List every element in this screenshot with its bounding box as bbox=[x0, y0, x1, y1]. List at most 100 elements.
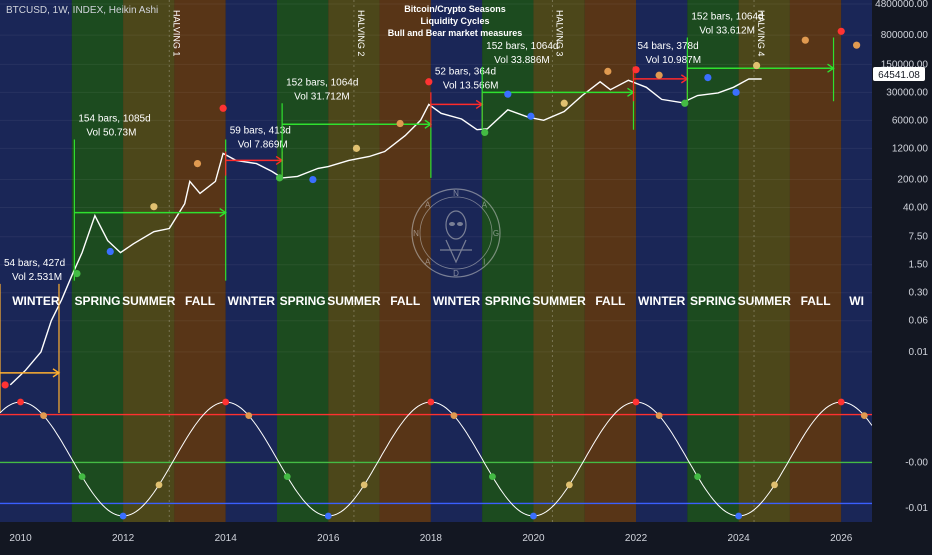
cycle-dot-14 bbox=[560, 99, 568, 107]
cycle-dot-7 bbox=[309, 175, 317, 184]
cycle-dot-0 bbox=[1, 381, 9, 389]
osc-dot-10 bbox=[427, 398, 435, 406]
osc-dot-0 bbox=[17, 398, 24, 406]
measure-4-label-2: Vol 13.566M bbox=[443, 80, 499, 91]
season-label-5: SPRING bbox=[280, 294, 326, 308]
measure-5-label-2: Vol 33.886M bbox=[494, 55, 550, 66]
season-band-2 bbox=[123, 0, 175, 522]
time-axis: 2010 2012 2014 2016 2018 2020 2022 2024 2026 bbox=[0, 522, 932, 550]
measure-7-label-1: 152 bars, 1064d bbox=[691, 12, 763, 23]
cycle-dot-12 bbox=[504, 90, 512, 98]
measure-2-label-1: 59 bars, 413d bbox=[230, 126, 291, 137]
logo-letter-2: G bbox=[493, 229, 499, 238]
measure-0-label-2: Vol 2.531M bbox=[12, 272, 62, 283]
measure-3-label-2: Vol 31.712M bbox=[294, 91, 350, 102]
osc-dot-1 bbox=[40, 412, 47, 420]
logo-letters: N A G I D A N A bbox=[413, 189, 499, 278]
price-tick-4: 6000.00 bbox=[892, 115, 929, 126]
price-tick-6: 200.00 bbox=[897, 175, 928, 186]
halving-label-3: HALVING 4 bbox=[756, 10, 766, 56]
cycle-dot-11 bbox=[481, 128, 489, 137]
oscillator-wave bbox=[0, 401, 873, 517]
cycle-dot-8 bbox=[352, 144, 361, 152]
season-label-9: SPRING bbox=[485, 294, 531, 308]
osc-dot-2 bbox=[78, 473, 86, 481]
osc-dot-4 bbox=[155, 481, 163, 489]
current-price-badge-bg bbox=[873, 67, 925, 81]
price-tick-1: 800000.00 bbox=[881, 30, 929, 41]
cycle-dot-9 bbox=[396, 119, 404, 128]
season-band-13 bbox=[687, 0, 739, 522]
measure-1-arrow bbox=[219, 207, 227, 218]
time-tick-3: 2016 bbox=[317, 533, 340, 544]
symbol-line: BTCUSD, 1W, INDEX, Heikin Ashi bbox=[6, 5, 158, 16]
season-label-11: FALL bbox=[595, 294, 625, 308]
osc-dot-17 bbox=[694, 473, 701, 481]
season-band-10 bbox=[533, 0, 585, 522]
osc-dot-12 bbox=[489, 473, 496, 481]
logo-alien-eye-right bbox=[457, 222, 463, 226]
osc-tick-1: -0.01 bbox=[905, 503, 928, 514]
osc-dot-20 bbox=[837, 398, 845, 406]
season-label-1: SPRING bbox=[74, 294, 120, 308]
oscillator-pane bbox=[0, 398, 873, 520]
price-tick-7: 40.00 bbox=[903, 203, 928, 214]
measure-1-label-2: Vol 50.73M bbox=[86, 127, 136, 138]
cycle-dot-5 bbox=[219, 104, 227, 112]
logo-letter-6: N bbox=[413, 229, 419, 238]
watermark-logo: N A G I D A N A bbox=[411, 188, 501, 278]
cycle-dot-3 bbox=[150, 203, 158, 211]
price-tick-3: 30000.00 bbox=[886, 87, 928, 98]
season-band-1 bbox=[71, 0, 124, 522]
osc-dot-14 bbox=[565, 481, 573, 489]
season-label-3: FALL bbox=[185, 294, 215, 308]
logo-alien-head bbox=[445, 210, 467, 240]
measure-2-label-2: Vol 7.869M bbox=[238, 140, 288, 151]
osc-dot-3 bbox=[119, 512, 127, 520]
osc-dot-15 bbox=[632, 398, 640, 406]
halving-label-2: HALVING 3 bbox=[554, 10, 564, 56]
cycle-dot-10 bbox=[425, 78, 433, 86]
grid bbox=[0, 3, 872, 353]
measure-0-arrow bbox=[52, 368, 61, 378]
cycle-dot-16 bbox=[632, 66, 640, 74]
time-tick-2: 2014 bbox=[215, 533, 238, 544]
measure-boxes: 54 bars, 427d Vol 2.531M 154 bars, 1085d Vo… bbox=[0, 12, 835, 413]
logo-letter-0: N bbox=[453, 189, 459, 198]
price-tick-2: 150000.00 bbox=[881, 59, 929, 70]
time-axis-bg bbox=[0, 522, 932, 550]
season-label-12: WINTER bbox=[638, 294, 686, 308]
time-tick-4: 2018 bbox=[420, 533, 443, 544]
logo-letter-7: A bbox=[425, 201, 431, 210]
measure-5-label-1: 152 bars, 1064d bbox=[486, 41, 558, 52]
season-label-0: WINTER bbox=[12, 294, 60, 308]
logo-ring-outer bbox=[411, 188, 501, 278]
season-label-8: WINTER bbox=[433, 294, 481, 308]
logo-alien-eye-left bbox=[449, 222, 455, 226]
osc-dot-9 bbox=[360, 481, 368, 489]
price-axis-bg bbox=[872, 0, 932, 550]
price-tick-9: 1.50 bbox=[909, 260, 929, 271]
cycle-dot-18 bbox=[681, 99, 689, 107]
season-label-2: SUMMER bbox=[122, 294, 176, 308]
logo-ring-inner bbox=[419, 196, 493, 270]
season-label-14: SUMMER bbox=[738, 294, 792, 308]
chart-title: Bitcoin/Crypto Seasons bbox=[404, 4, 506, 14]
measure-4-label-1: 52 bars, 364d bbox=[435, 66, 496, 77]
price-line bbox=[9, 78, 762, 386]
cycle-dot-4 bbox=[193, 159, 202, 168]
measure-7-arrow bbox=[827, 63, 835, 73]
halving-label-0: HALVING 1 bbox=[171, 10, 181, 56]
time-tick-6: 2022 bbox=[625, 533, 648, 544]
osc-dot-13 bbox=[530, 512, 537, 520]
time-tick-1: 2012 bbox=[112, 533, 135, 544]
price-tick-10: 0.30 bbox=[909, 288, 929, 299]
measure-6-label-2: Vol 10.987M bbox=[645, 55, 701, 66]
cycle-dot-24 bbox=[853, 41, 861, 49]
logo-letter-3: I bbox=[483, 257, 485, 266]
chart-subtitle-2: Bull and Bear market measures bbox=[388, 28, 523, 38]
halving-lines: HALVING 1 HALVING 2 HALVING 3 HALVING 4 bbox=[168, 0, 766, 522]
season-band-11 bbox=[584, 0, 637, 522]
